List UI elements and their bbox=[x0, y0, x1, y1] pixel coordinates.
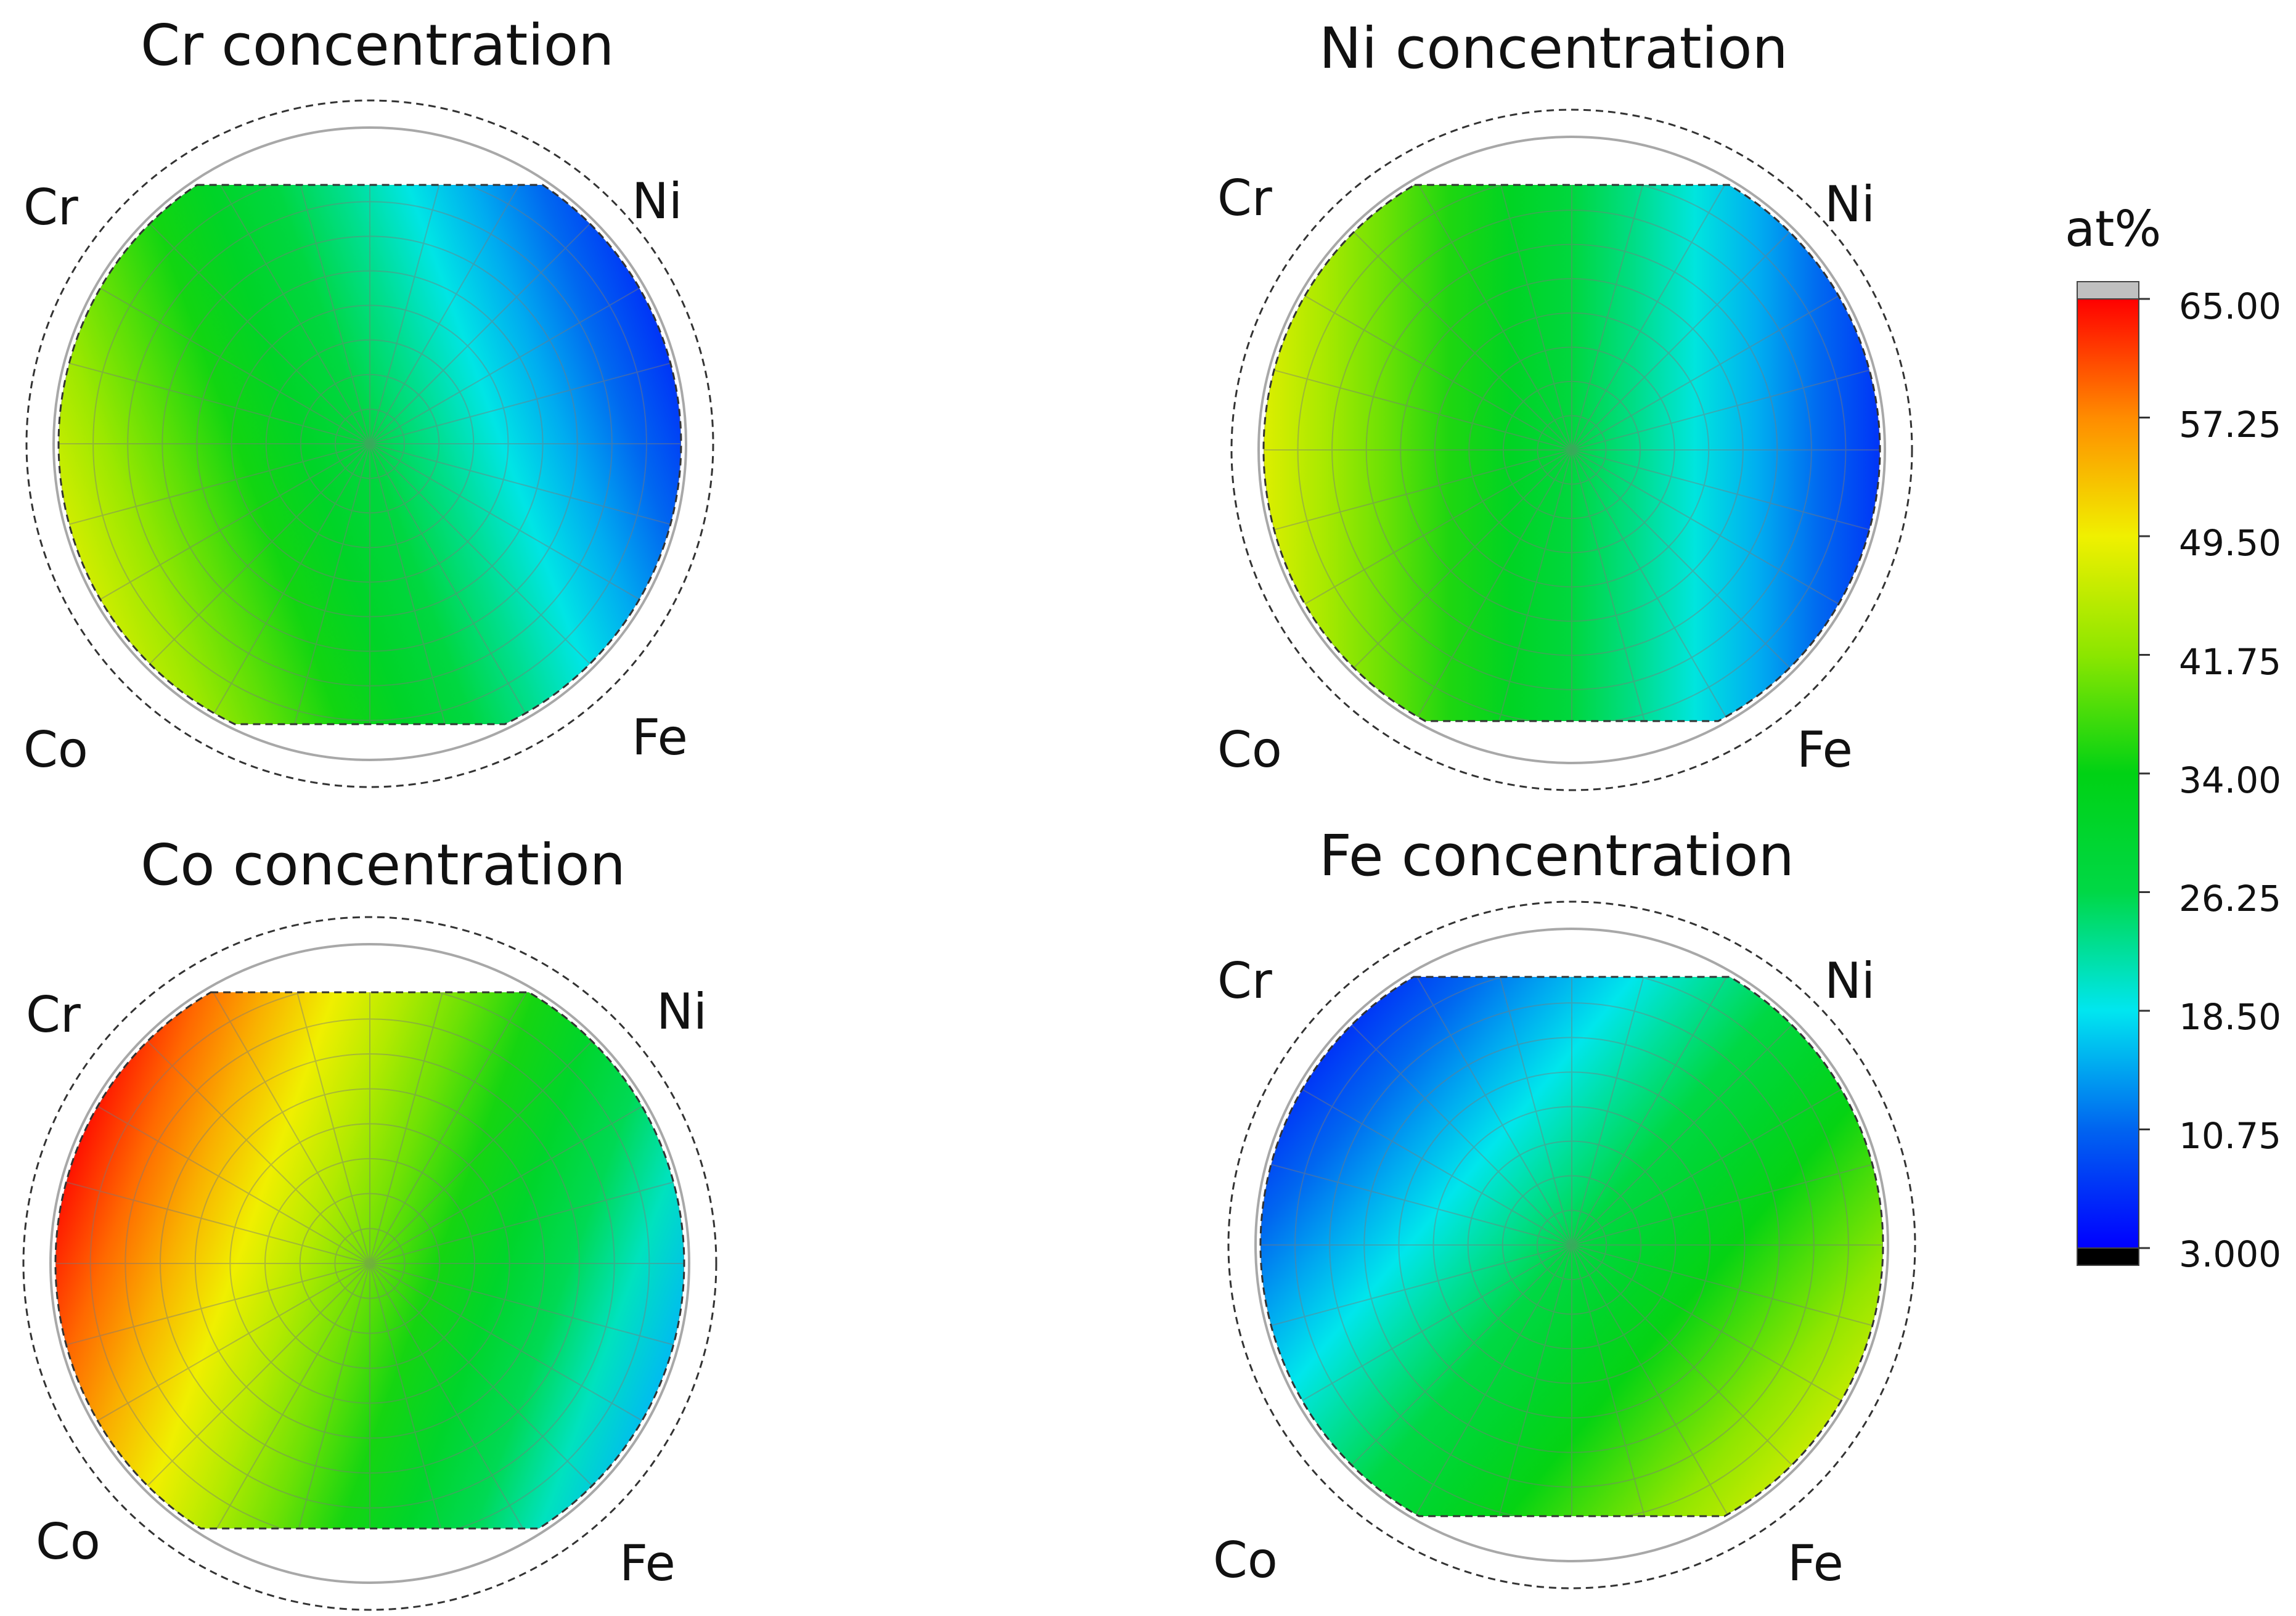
holder-outline bbox=[1227, 900, 1916, 1589]
corner-label: Cr bbox=[26, 986, 81, 1043]
colorbar-scale bbox=[2077, 298, 2139, 1249]
corner-label: Co bbox=[36, 1513, 100, 1570]
corner-label: Fe bbox=[632, 709, 688, 766]
corner-label: Co bbox=[1213, 1532, 1278, 1589]
corner-label: Ni bbox=[656, 983, 708, 1040]
wafer-edge bbox=[49, 943, 690, 1584]
corner-label: Fe bbox=[619, 1535, 676, 1592]
holder-outline bbox=[25, 99, 714, 788]
colorbar bbox=[2077, 281, 2150, 1266]
corner-label: Fe bbox=[1797, 721, 1853, 778]
wafer-edge bbox=[1257, 136, 1886, 764]
map-fill bbox=[1260, 977, 1883, 1516]
colorbar-tick-label: 10.75 bbox=[2179, 1115, 2282, 1157]
wafer-edge bbox=[52, 126, 687, 761]
corner-label: Ni bbox=[1824, 176, 1876, 233]
map-fill bbox=[59, 185, 681, 724]
colorbar-over bbox=[2077, 281, 2139, 300]
colorbar-tick-label: 57.25 bbox=[2179, 404, 2282, 446]
map-fill bbox=[1264, 185, 1880, 721]
colorbar-tick-label: 18.50 bbox=[2179, 996, 2282, 1038]
holder-outline bbox=[1230, 108, 1913, 791]
colorbar-tick-label: 26.25 bbox=[2179, 878, 2282, 920]
map-title-cr: Cr concentration bbox=[141, 12, 615, 78]
map-fill bbox=[55, 992, 684, 1528]
colorbar-under bbox=[2077, 1247, 2139, 1266]
concentration-map bbox=[1230, 108, 1913, 791]
concentration-map bbox=[25, 99, 714, 788]
substrate-outline bbox=[57, 184, 682, 725]
corner-label: Cr bbox=[23, 179, 78, 236]
colorbar-tick-label: 3.000 bbox=[2179, 1233, 2282, 1275]
substrate-outline bbox=[54, 991, 685, 1530]
colorbar-tick-label: 65.00 bbox=[2179, 285, 2282, 327]
corner-label: Co bbox=[23, 721, 88, 778]
substrate-outline bbox=[1259, 976, 1884, 1517]
map-title-ni: Ni concentration bbox=[1319, 15, 1788, 81]
concentration-map bbox=[22, 916, 717, 1611]
corner-label: Fe bbox=[1787, 1535, 1844, 1592]
corner-label: Cr bbox=[1217, 169, 1272, 227]
corner-label: Ni bbox=[1824, 952, 1876, 1010]
map-title-fe: Fe concentration bbox=[1319, 823, 1794, 889]
corner-label: Ni bbox=[632, 173, 683, 230]
substrate-outline bbox=[1262, 184, 1881, 722]
colorbar-tick-label: 41.75 bbox=[2179, 641, 2282, 683]
corner-label: Cr bbox=[1217, 952, 1272, 1010]
wafer-edge bbox=[1254, 928, 1889, 1562]
colorbar-title: at% bbox=[2065, 200, 2162, 258]
colorbar-tick-label: 34.00 bbox=[2179, 759, 2282, 801]
holder-outline bbox=[22, 916, 717, 1611]
corner-label: Co bbox=[1217, 721, 1282, 778]
map-title-co: Co concentration bbox=[141, 832, 626, 898]
concentration-map bbox=[1227, 900, 1916, 1589]
colorbar-tick-label: 49.50 bbox=[2179, 522, 2282, 564]
